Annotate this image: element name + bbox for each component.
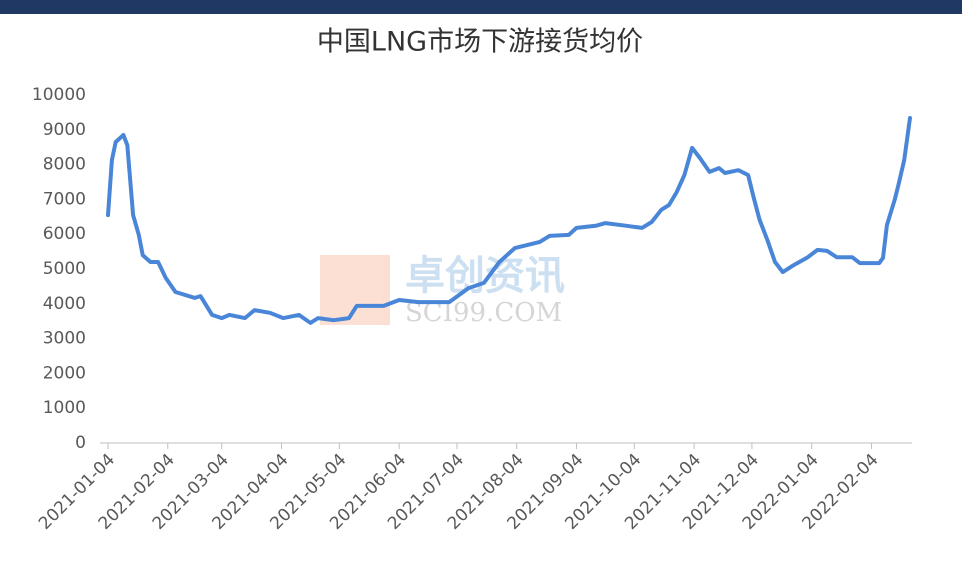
watermark-logo [320, 255, 390, 325]
watermark: 卓创资讯 SCI99.COM [320, 253, 565, 328]
y-tick-label: 8000 [43, 155, 86, 175]
watermark-name: 卓创资讯 [405, 253, 565, 299]
y-tick-label: 1000 [43, 398, 86, 418]
y-tick-label: 4000 [43, 294, 86, 314]
data-line [106, 116, 912, 325]
y-tick-label: 7000 [43, 189, 86, 209]
chart-title: 中国LNG市场下游接货均价 [317, 27, 643, 58]
top-bar [0, 0, 962, 14]
y-tick-label: 6000 [43, 224, 86, 244]
y-tick-label: 10000 [32, 85, 86, 105]
y-tick-label: 9000 [43, 120, 86, 140]
y-tick-label: 0 [75, 433, 86, 453]
y-tick-label: 5000 [43, 259, 86, 279]
y-tick-label: 3000 [43, 329, 86, 349]
y-tick-label: 2000 [43, 363, 86, 383]
